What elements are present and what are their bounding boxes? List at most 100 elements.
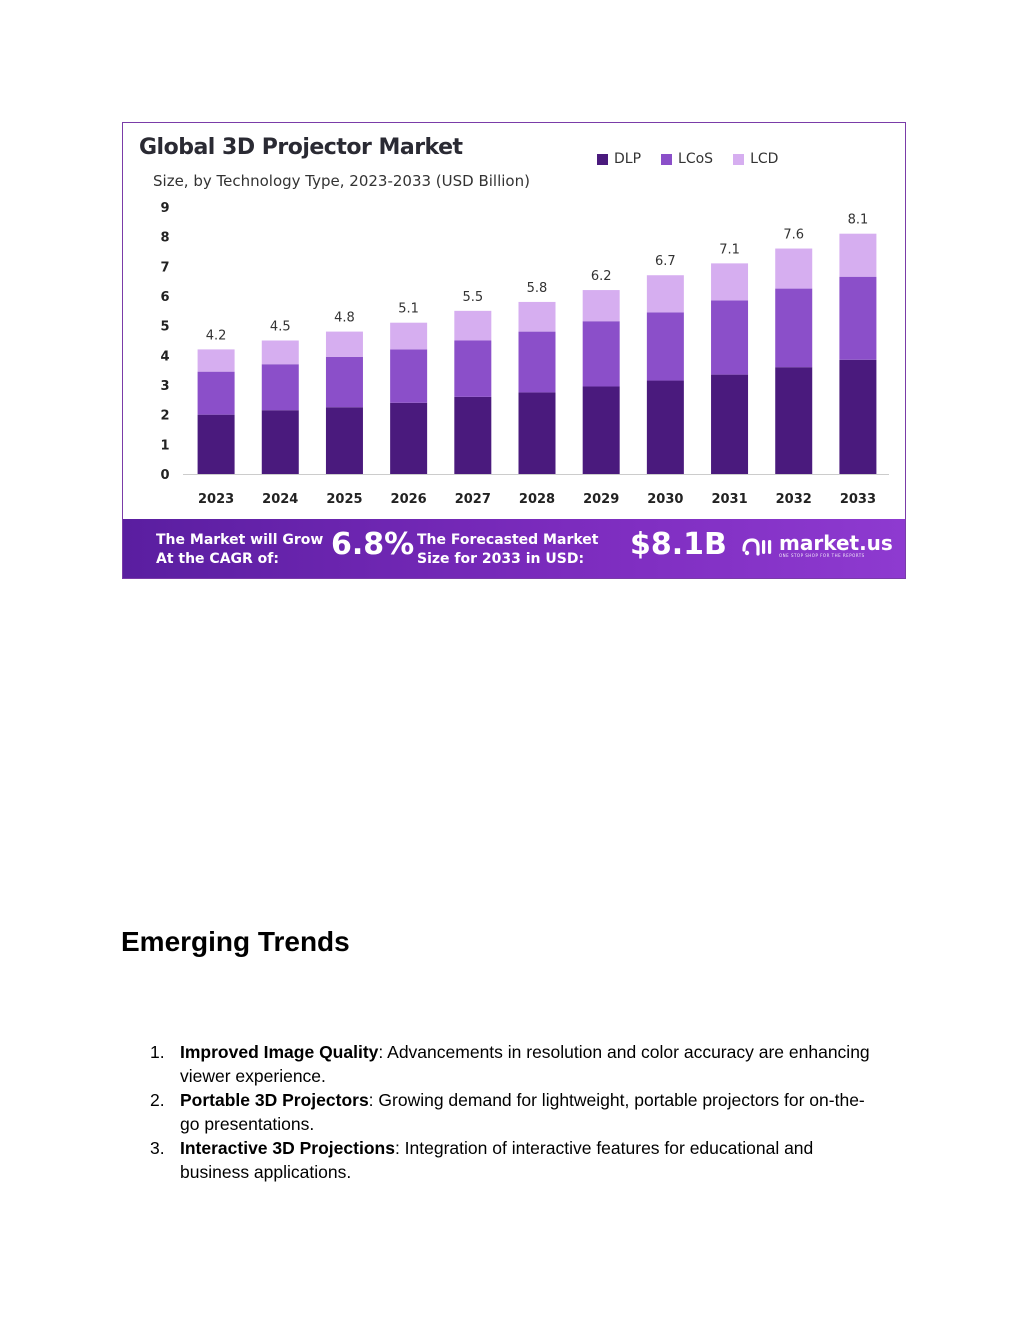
y-tick-label: 6	[160, 290, 169, 305]
bar-segment-lcos-2027	[454, 340, 492, 397]
x-tick-label-2028: 2028	[519, 492, 555, 507]
bar-segment-dlp-2031	[711, 374, 749, 474]
y-tick-label: 0	[160, 468, 169, 483]
cagr-value: 6.8%	[331, 527, 415, 562]
bar-total-label-2030: 6.7	[655, 254, 676, 269]
forecast-value: $8.1B	[630, 527, 727, 562]
bar-total-label-2025: 4.8	[334, 311, 355, 326]
bar-segment-dlp-2033	[839, 359, 877, 474]
bar-segment-lcos-2023	[197, 371, 235, 415]
bar-segment-lcd-2029	[582, 290, 620, 322]
x-tick-label-2027: 2027	[455, 492, 491, 507]
x-tick-label-2025: 2025	[326, 492, 362, 507]
bar-segment-lcos-2025	[325, 356, 363, 408]
y-tick-label: 4	[160, 349, 169, 364]
list-number: 3.	[150, 1138, 165, 1158]
bar-segment-dlp-2026	[390, 402, 428, 474]
bar-total-label-2024: 4.5	[270, 320, 291, 335]
bar-segment-dlp-2028	[518, 392, 556, 474]
bar-segment-lcd-2032	[775, 248, 813, 289]
list-term: Interactive 3D Projections	[180, 1138, 395, 1158]
chart-legend: DLP LCoS LCD	[597, 151, 778, 167]
bar-segment-dlp-2025	[325, 407, 363, 474]
bar-segment-lcd-2024	[261, 340, 299, 365]
legend-swatch-lcos	[661, 153, 673, 165]
market-chart-figure: Global 3D Projector Market Size, by Tech…	[122, 122, 906, 579]
chart-subtitle: Size, by Technology Type, 2023-2033 (USD…	[153, 172, 530, 190]
y-tick-label: 2	[160, 409, 169, 424]
legend-item-lcd: LCD	[733, 151, 778, 167]
list-text: : Growing demand for lightweight, portab…	[180, 1090, 865, 1134]
x-tick-label-2033: 2033	[840, 492, 876, 507]
bar-segment-lcd-2031	[711, 263, 749, 301]
bar-segment-lcos-2030	[646, 312, 684, 381]
y-tick-label: 1	[160, 438, 169, 453]
legend-label-lcos: LCoS	[678, 151, 714, 167]
x-tick-label-2024: 2024	[262, 492, 298, 507]
bar-total-label-2033: 8.1	[848, 213, 869, 228]
brand-logo-icon	[742, 537, 772, 556]
bar-segment-dlp-2030	[646, 380, 684, 474]
brand-logo: market.us ONE STOP SHOP FOR THE REPORTS	[741, 533, 893, 558]
bar-segment-lcd-2026	[390, 322, 428, 350]
legend-item-lcos: LCoS	[661, 151, 713, 167]
bar-segment-lcd-2028	[518, 301, 556, 332]
list-number: 2.	[150, 1090, 165, 1110]
bar-total-label-2028: 5.8	[527, 281, 548, 296]
brand-tagline: ONE STOP SHOP FOR THE REPORTS	[779, 553, 865, 558]
legend-label-dlp: DLP	[614, 151, 642, 167]
forecast-label: The Forecasted Market Size for 2033 in U…	[417, 532, 599, 567]
section-heading: Emerging Trends	[121, 926, 350, 957]
list-item: 3. Interactive 3D Projections: Integrati…	[150, 1136, 870, 1184]
legend-swatch-lcd	[733, 153, 745, 165]
bar-segment-dlp-2023	[197, 414, 235, 474]
bar-total-label-2027: 5.5	[462, 290, 483, 305]
bar-segment-lcos-2028	[518, 331, 556, 393]
bar-segment-lcd-2030	[646, 275, 684, 313]
bar-segment-lcd-2025	[325, 331, 363, 357]
bar-total-label-2032: 7.6	[783, 228, 804, 243]
x-tick-label-2031: 2031	[711, 492, 747, 507]
cagr-label: The Market will Grow At the CAGR of:	[156, 532, 324, 567]
bar-segment-lcd-2033	[839, 233, 877, 277]
trends-list: 1. Improved Image Quality: Advancements …	[150, 1040, 870, 1184]
list-text: : Advancements in resolution and color a…	[180, 1042, 870, 1086]
y-tick-label: 9	[160, 201, 169, 216]
list-term: Portable 3D Projectors	[180, 1090, 369, 1110]
y-tick-label: 7	[160, 260, 169, 275]
x-tick-label-2026: 2026	[391, 492, 427, 507]
bar-segment-lcos-2032	[775, 288, 813, 368]
bar-total-label-2026: 5.1	[398, 302, 419, 317]
bar-total-label-2031: 7.1	[719, 242, 740, 257]
bar-segment-lcos-2029	[582, 321, 620, 387]
x-tick-label-2023: 2023	[198, 492, 234, 507]
bar-total-label-2029: 6.2	[591, 269, 612, 284]
bar-segment-lcd-2027	[454, 310, 492, 341]
bar-segment-dlp-2032	[775, 367, 813, 474]
x-tick-label-2032: 2032	[776, 492, 812, 507]
y-tick-label: 8	[160, 231, 169, 246]
bar-segment-lcos-2026	[390, 349, 428, 403]
list-item: 1. Improved Image Quality: Advancements …	[150, 1040, 870, 1088]
list-number: 1.	[150, 1042, 165, 1062]
list-item: 2. Portable 3D Projectors: Growing deman…	[150, 1088, 870, 1136]
y-tick-label: 3	[160, 379, 169, 394]
chart-title: Global 3D Projector Market	[139, 135, 463, 160]
legend-label-lcd: LCD	[750, 151, 779, 167]
summary-banner: The Market will Grow At the CAGR of: 6.8…	[123, 519, 905, 578]
brand-name: market.us	[779, 531, 893, 555]
bar-segment-dlp-2024	[261, 410, 299, 474]
bar-segment-lcos-2024	[261, 364, 299, 411]
legend-swatch-dlp	[597, 153, 608, 165]
list-text: : Integration of interactive features fo…	[180, 1138, 814, 1182]
list-term: Improved Image Quality	[180, 1042, 379, 1062]
bar-segment-lcos-2031	[711, 300, 749, 375]
bar-segment-dlp-2027	[454, 396, 492, 474]
bar-segment-lcos-2033	[839, 276, 877, 360]
x-tick-label-2029: 2029	[583, 492, 619, 507]
bar-total-label-2023: 4.2	[206, 328, 227, 343]
stacked-bar-chart: 0 1 2 3 4 5 6 7 8 9 4.2 2023 4.5 2024 4.8 2025 5.1 2026 5.…	[160, 201, 889, 507]
legend-item-dlp: DLP	[597, 151, 641, 167]
bar-segment-lcd-2023	[197, 349, 235, 372]
bar-segment-dlp-2029	[582, 386, 620, 474]
